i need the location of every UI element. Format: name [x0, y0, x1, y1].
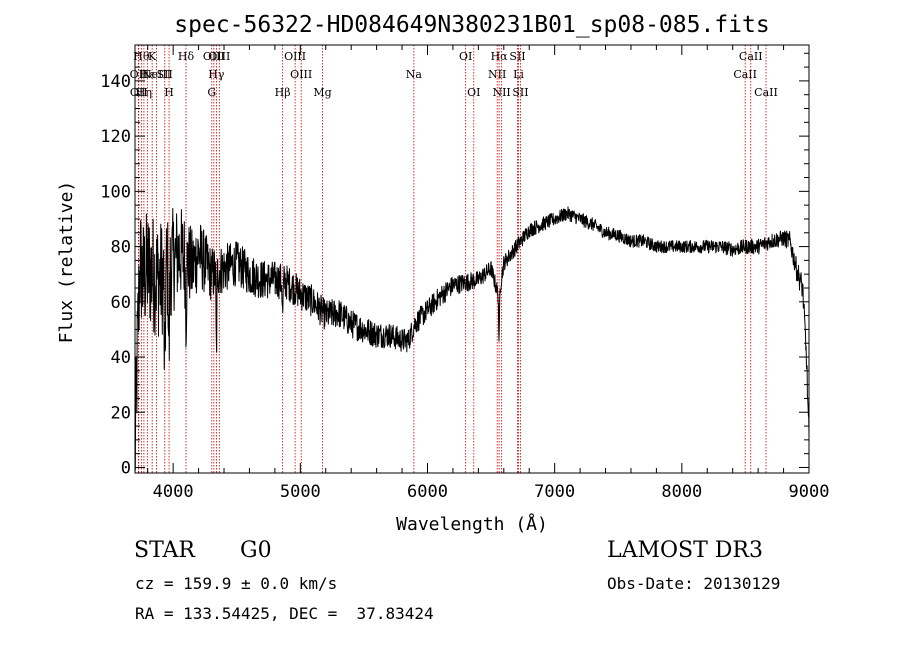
line-label-4: Hε	[140, 68, 156, 81]
line-label-5: K	[148, 50, 157, 63]
y-tick-label-1: 20	[111, 403, 131, 423]
y-tick-label-6: 120	[100, 127, 131, 147]
line-label-24: SII	[509, 50, 525, 63]
line-label-22: Hα	[491, 50, 509, 63]
y-tick-label-4: 80	[111, 238, 131, 258]
line-label-15: OIII	[284, 50, 306, 63]
x-tick-label-1: 5000	[280, 482, 321, 502]
line-label-28: CaII	[739, 50, 763, 63]
coordinates: RA = 133.54425, DEC = 37.83424	[135, 604, 434, 623]
chart-title: spec-56322-HD084649N380231B01_sp08-085.f…	[174, 12, 769, 38]
line-label-9: Hδ	[178, 50, 195, 63]
y-tick-label-2: 40	[111, 348, 131, 368]
line-label-7: SII	[157, 68, 173, 81]
x-tick-label-5: 9000	[789, 482, 830, 502]
spectrum-series	[134, 206, 810, 471]
line-label-20: OI	[467, 86, 480, 99]
x-tick-label-0: 4000	[153, 482, 194, 502]
y-tick-label-7: 140	[100, 72, 131, 92]
spectrum-line	[134, 206, 810, 471]
spectrum-chart: spec-56322-HD084649N380231B01_sp08-085.f…	[56, 12, 830, 535]
object-class: STAR	[134, 538, 195, 563]
line-label-10: G	[207, 86, 216, 99]
y-tick-label-5: 100	[100, 182, 131, 202]
line-label-12: Hγ	[208, 68, 225, 81]
y-tick-label-0: 0	[121, 458, 131, 478]
line-label-29: CaII	[754, 86, 778, 99]
y-axis-label: Flux (relative)	[56, 181, 77, 344]
x-tick-label-2: 6000	[407, 482, 448, 502]
redshift-readout: cz = 159.9 ± 0.0 km/s	[135, 574, 338, 593]
line-label-21: NII	[488, 68, 506, 81]
obs-date: Obs-Date: 20130129	[607, 574, 781, 593]
x-axis-label: Wavelength (Å)	[396, 513, 548, 535]
line-label-1: OII	[130, 68, 148, 81]
line-label-23: NII	[492, 86, 510, 99]
line-label-6: NeIII	[142, 68, 171, 81]
plot-frame	[134, 44, 810, 474]
line-label-19: OI	[459, 50, 472, 63]
line-label-14: Hβ	[275, 86, 291, 99]
line-label-25: Li	[513, 68, 524, 81]
line-label-16: OIII	[290, 68, 312, 81]
line-label-18: Na	[406, 68, 423, 81]
line-label-8: H	[164, 86, 174, 99]
survey-name: LAMOST DR3	[607, 538, 763, 563]
line-label-2: OII	[130, 86, 148, 99]
line-label-27: CaII	[733, 68, 757, 81]
line-label-13: OIII	[208, 50, 230, 63]
subclass: G0	[240, 538, 272, 563]
x-tick-label-3: 7000	[534, 482, 575, 502]
line-label-11: OIII	[203, 50, 225, 63]
line-label-26: SII	[512, 86, 528, 99]
y-tick-label-3: 60	[111, 293, 131, 313]
axes: 4000 5000 6000 7000 8000 9000 0 20 40 60 80 100 120 1…	[100, 44, 830, 502]
line-label-3: Hη	[136, 86, 152, 99]
line-label-17: Mg	[313, 86, 331, 99]
x-tick-label-4: 8000	[661, 482, 702, 502]
